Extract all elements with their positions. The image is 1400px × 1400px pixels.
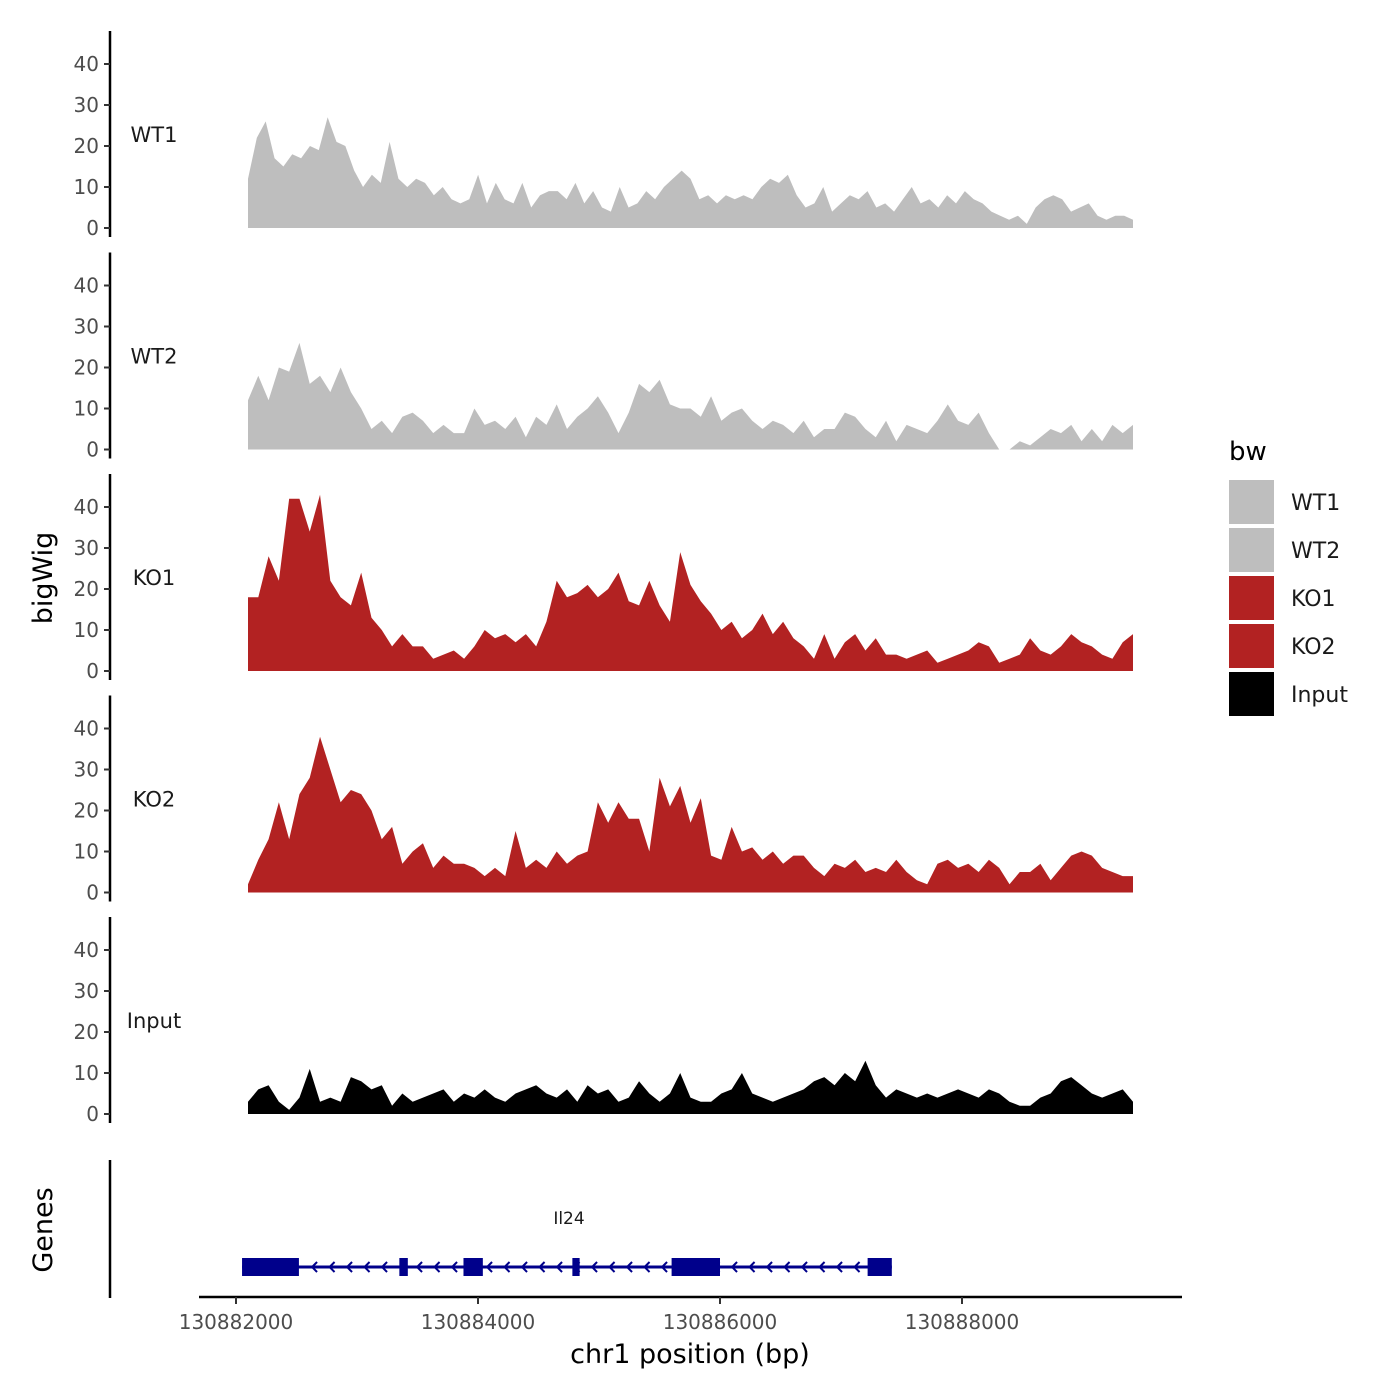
signal-tracks: 0 10 20 30 40 WT1 0 10 20 30 40 WT2 0 10 20 30 40 KO1 0 10 2… [74, 31, 1133, 1126]
gene-exon [463, 1258, 483, 1276]
strand-arrow [590, 1261, 598, 1273]
y-tick-label: 0 [86, 438, 99, 462]
strand-arrow [748, 1261, 756, 1273]
strand-arrow [345, 1261, 353, 1273]
legend-label-wt1: WT1 [1291, 491, 1340, 516]
strand-arrow [520, 1261, 528, 1273]
strand-arrow [538, 1261, 546, 1273]
strand-arrow [783, 1261, 791, 1273]
gene-track: Il24 [108, 1160, 892, 1298]
y-tick-label: 30 [74, 93, 99, 117]
track-ko1: 0 10 20 30 40 KO1 [74, 474, 1133, 683]
strand-arrow [765, 1261, 773, 1273]
legend-title: bw [1229, 437, 1267, 467]
track-label: WT2 [131, 345, 178, 369]
y-tick-label: 40 [74, 938, 99, 962]
track-label: Input [127, 1009, 181, 1033]
strand-arrow [730, 1261, 738, 1273]
strand-arrow [818, 1261, 826, 1273]
track-wt2: 0 10 20 30 40 WT2 [74, 252, 1133, 462]
strand-arrow [608, 1261, 616, 1273]
y-tick-label: 0 [86, 659, 99, 683]
strand-arrow [485, 1261, 493, 1273]
y-tick-label: 10 [74, 175, 99, 199]
legend-key-wt2 [1229, 528, 1274, 572]
signal-area-wt2 [248, 342, 1133, 450]
strand-arrow [380, 1261, 388, 1273]
legend-key-wt1 [1229, 480, 1274, 524]
gene-exon [572, 1258, 580, 1276]
legend-key-ko2 [1229, 624, 1274, 668]
strand-arrow [450, 1261, 458, 1273]
strand-arrow [643, 1261, 651, 1273]
legend-label-ko1: KO1 [1291, 587, 1336, 612]
y-tick-label: 20 [74, 577, 99, 601]
y-tick-label: 10 [74, 840, 99, 864]
strand-arrow [660, 1261, 668, 1273]
legend-label-input: Input [1291, 683, 1348, 708]
y-tick-label: 20 [74, 356, 99, 380]
y-tick-label: 30 [74, 315, 99, 339]
strand-arrow [800, 1261, 808, 1273]
legend-label-wt2: WT2 [1291, 539, 1340, 564]
track-label: WT1 [131, 123, 178, 147]
y-tick-label: 30 [74, 979, 99, 1003]
gene-exon [399, 1258, 408, 1276]
y-tick-label: 10 [74, 397, 99, 421]
track-label: KO1 [133, 566, 176, 590]
strand-arrow [310, 1261, 318, 1273]
gene-exon [867, 1258, 892, 1276]
y-tick-label: 10 [74, 1061, 99, 1085]
y-tick-label: 20 [74, 799, 99, 823]
y-tick-label: 20 [74, 134, 99, 158]
strand-arrow [415, 1261, 423, 1273]
signal-area-ko1 [248, 494, 1133, 671]
y-tick-label: 0 [86, 881, 99, 905]
legend-label-ko2: KO2 [1291, 635, 1336, 660]
signal-area-input [248, 1060, 1133, 1114]
y-tick-label: 40 [74, 52, 99, 76]
strand-arrow [625, 1261, 633, 1273]
strand-arrow [503, 1261, 511, 1273]
y-axis-title: bigWig [28, 532, 59, 625]
x-tick-label: 130886000 [663, 1310, 778, 1334]
y-tick-label: 30 [74, 536, 99, 560]
x-tick-label: 130882000 [179, 1310, 294, 1334]
strand-arrow [433, 1261, 441, 1273]
gene-name-label: Il24 [553, 1209, 584, 1229]
x-axis: 130882000 130884000 130886000 130888000 [179, 1295, 1182, 1334]
y-tick-label: 40 [74, 717, 99, 741]
strand-arrow [363, 1261, 371, 1273]
track-ko2: 0 10 20 30 40 KO2 [74, 695, 1133, 905]
strand-arrow [328, 1261, 336, 1273]
y-tick-label: 0 [86, 216, 99, 240]
track-label: KO2 [133, 788, 176, 812]
y-tick-label: 10 [74, 618, 99, 642]
y-tick-label: 0 [86, 1102, 99, 1126]
genes-track-label: Genes [28, 1187, 59, 1272]
y-tick-label: 40 [74, 274, 99, 298]
strand-arrow [853, 1261, 861, 1273]
legend-key-input [1229, 672, 1274, 716]
y-tick-label: 30 [74, 758, 99, 782]
signal-area-wt1 [248, 117, 1133, 228]
y-tick-label: 20 [74, 1020, 99, 1044]
x-tick-label: 130884000 [421, 1310, 536, 1334]
track-wt1: 0 10 20 30 40 WT1 [74, 31, 1133, 240]
x-tick-label: 130888000 [905, 1310, 1020, 1334]
track-input: 0 10 20 30 40 Input [74, 917, 1133, 1126]
strand-arrow [835, 1261, 843, 1273]
legend: bw WT1 WT2 KO1 KO2 Input [1229, 437, 1348, 716]
signal-area-ko2 [248, 736, 1133, 893]
gene-exon [242, 1258, 299, 1276]
strand-arrow [555, 1261, 563, 1273]
y-tick-label: 40 [74, 495, 99, 519]
x-axis-title: chr1 position (bp) [570, 1339, 810, 1370]
gene-exon [671, 1258, 720, 1276]
legend-key-ko1 [1229, 576, 1274, 620]
